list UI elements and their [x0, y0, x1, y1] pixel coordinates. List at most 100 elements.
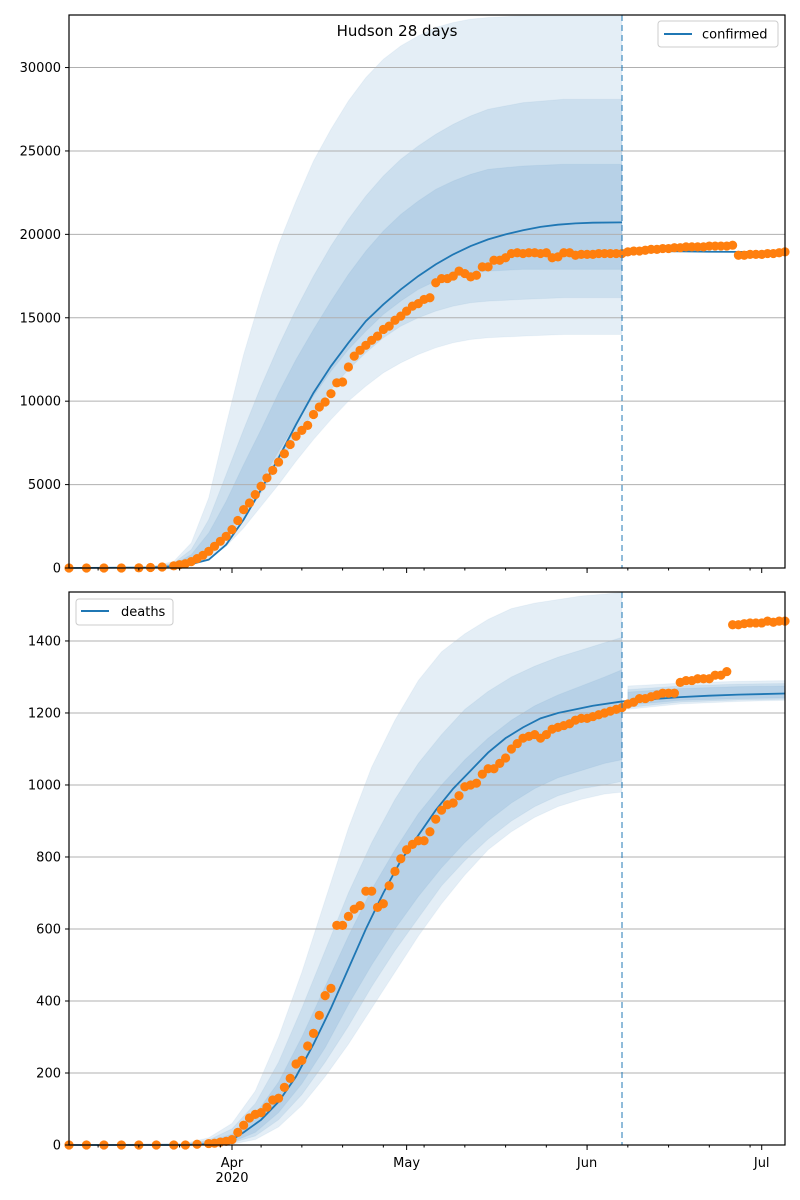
observed-point	[256, 481, 266, 491]
observed-point	[157, 562, 167, 572]
observed-point	[337, 377, 348, 387]
x-tick-label: Jun	[576, 1156, 597, 1171]
y-tick-label: 25000	[20, 144, 61, 159]
observed-point	[250, 490, 260, 500]
x-tick-label: May	[393, 1156, 420, 1171]
x-tick-label: Apr	[221, 1156, 244, 1171]
observed-point	[308, 409, 319, 420]
y-tick-label: 20000	[20, 228, 61, 243]
observed-point	[483, 262, 493, 272]
observed-point	[262, 473, 272, 483]
observed-point	[390, 866, 400, 876]
observed-point	[372, 331, 383, 341]
observed-point	[431, 814, 441, 824]
y-tick-label: 1400	[28, 634, 61, 649]
deaths-legend: deaths	[75, 598, 174, 626]
axes-frame	[68, 591, 786, 1146]
observed-point	[349, 351, 359, 361]
y-tick-label: 5000	[28, 478, 61, 493]
observed-point	[500, 753, 511, 763]
observed-point	[378, 899, 388, 909]
y-tick-label: 10000	[20, 395, 61, 410]
observed-point	[326, 389, 336, 399]
observed-point	[285, 1073, 295, 1083]
observed-point	[402, 845, 412, 855]
confirmed-line	[68, 221, 623, 569]
legend-box	[657, 20, 779, 48]
observed-point	[285, 439, 295, 450]
observed-point	[233, 515, 243, 526]
observed-point	[227, 1134, 237, 1145]
observed-point	[233, 1127, 243, 1137]
y-tick-label: 1000	[28, 778, 61, 793]
observed-point	[477, 769, 487, 779]
observed-point	[337, 920, 348, 930]
observed-point	[279, 1082, 289, 1092]
y-tick-label: 0	[53, 562, 61, 577]
observed-point	[314, 1010, 324, 1020]
y-tick-label: 1200	[28, 706, 61, 721]
observed-point	[227, 525, 237, 535]
chart-title: Hudson 28 days	[337, 22, 458, 40]
deaths-line	[69, 692, 786, 1146]
confirmed-observed-points	[64, 240, 790, 573]
observed-point	[722, 666, 732, 677]
observed-point	[541, 729, 551, 740]
observed-point	[221, 531, 231, 541]
observed-point	[256, 1107, 266, 1118]
observed-point	[495, 758, 505, 768]
observed-point	[489, 764, 499, 774]
observed-point	[279, 449, 289, 459]
observed-point	[291, 431, 301, 441]
observed-point	[384, 881, 394, 891]
observed-point	[244, 498, 255, 508]
legend-label-confirmed: confirmed	[702, 28, 768, 43]
observed-point	[471, 778, 482, 788]
observed-point	[512, 738, 522, 749]
observed-point	[297, 1055, 307, 1065]
observed-point	[436, 805, 447, 815]
observed-point	[268, 465, 278, 476]
x-tick-label: Jul	[753, 1156, 770, 1171]
observed-point	[355, 900, 365, 911]
observed-point	[303, 420, 313, 430]
y-tick-label: 800	[36, 850, 61, 865]
confirmed-panel: 0 5000 10000 15000 20000 25000 30000 Hudson 28…	[20, 14, 790, 577]
observed-point	[273, 457, 284, 467]
observed-point	[273, 1093, 284, 1103]
y-tick-label: 15000	[20, 311, 61, 326]
y-tick-label: 600	[36, 922, 61, 937]
deaths-model-lines	[69, 692, 786, 1146]
observed-point	[192, 1139, 202, 1149]
axes-frame	[68, 14, 786, 569]
legend-box	[75, 598, 174, 626]
observed-point	[471, 270, 482, 280]
y-tick-label: 200	[36, 1066, 61, 1081]
observed-point	[320, 990, 330, 1001]
observed-point	[239, 1120, 249, 1130]
observed-point	[326, 983, 336, 993]
observed-point	[419, 836, 429, 846]
observed-point	[396, 854, 406, 864]
observed-point	[425, 827, 435, 837]
confirmed-axes: 0 5000 10000 15000 20000 25000 30000	[20, 14, 786, 577]
y-tick-label: 30000	[20, 61, 61, 76]
observed-point	[320, 397, 330, 407]
y-tick-label: 400	[36, 994, 61, 1009]
confirmed-legend: confirmed	[657, 20, 779, 48]
observed-point	[448, 798, 458, 808]
legend-label-deaths: deaths	[121, 605, 166, 620]
observed-point	[506, 744, 517, 754]
observed-point	[669, 688, 679, 698]
observed-point	[343, 362, 354, 372]
observed-point	[454, 791, 464, 801]
x-tick-sublabel: 2020	[215, 1171, 248, 1186]
observed-point	[343, 911, 354, 921]
observed-point	[425, 293, 435, 303]
observed-point	[384, 321, 394, 331]
observed-point	[262, 1102, 272, 1112]
observed-point	[308, 1028, 319, 1038]
